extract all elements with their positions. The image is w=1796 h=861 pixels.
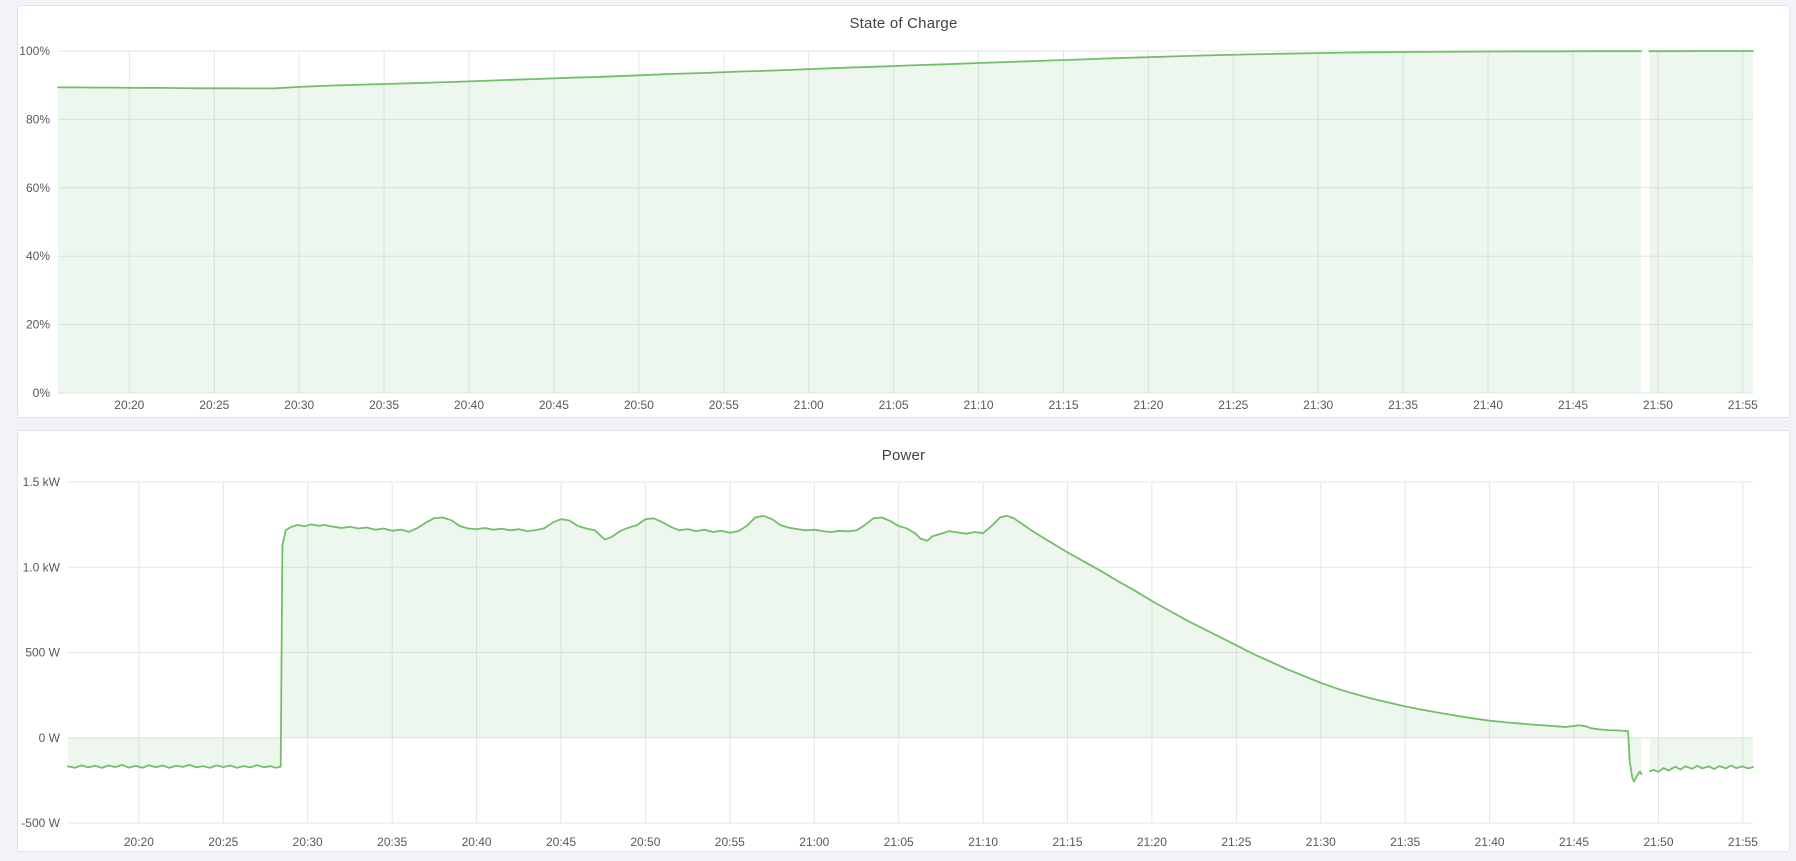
y-axis-tick-label: 60% [26, 181, 50, 195]
x-axis-tick-label: 21:55 [1728, 398, 1758, 412]
y-axis-tick-label: 80% [26, 112, 50, 126]
y-axis-tick-label: 1.5 kW [23, 475, 61, 489]
x-axis-tick-label: 21:20 [1137, 835, 1167, 849]
x-axis-tick-label: 20:25 [208, 835, 238, 849]
x-axis-tick-label: 21:15 [1052, 835, 1082, 849]
x-axis-tick-label: 21:25 [1221, 835, 1251, 849]
x-axis-tick-label: 21:10 [963, 398, 993, 412]
state-of-charge-chart-canvas[interactable]: 0% 20% 40% 60% 80% 100% 20:20 20:25 20:30 20:35 20… [18, 6, 1789, 417]
x-axis-tick-label: 21:45 [1558, 398, 1588, 412]
x-axis-tick-label: 21:35 [1388, 398, 1418, 412]
y-axis-tick-label: 100% [19, 44, 50, 58]
y-axis-tick-label: 500 W [25, 646, 60, 660]
x-axis-tick-label: 21:40 [1475, 835, 1505, 849]
x-axis-tick-label: 20:20 [114, 398, 144, 412]
x-axis-tick-label: 21:35 [1390, 835, 1420, 849]
x-axis-tick-label: 20:40 [462, 835, 492, 849]
panel-state-of-charge: State of Charge 0% 20% 40% 60% 80% 100% 20:20 2… [17, 5, 1790, 418]
x-axis-tick-label: 20:45 [546, 835, 576, 849]
series-area-fill [1649, 51, 1753, 393]
y-axis-tick-label: 40% [26, 249, 50, 263]
x-axis-tick-label: 21:00 [794, 398, 824, 412]
x-axis-tick-label: 21:50 [1643, 398, 1673, 412]
x-axis-tick-label: 21:05 [884, 835, 914, 849]
y-axis-tick-label: 0 W [39, 731, 61, 745]
x-axis-tick-label: 20:55 [709, 398, 739, 412]
x-axis-tick-label: 21:25 [1218, 398, 1248, 412]
x-axis-tick-label: 20:25 [199, 398, 229, 412]
x-axis-tick-label: 20:30 [284, 398, 314, 412]
x-axis-tick-label: 21:20 [1133, 398, 1163, 412]
x-axis-tick-label: 20:30 [293, 835, 323, 849]
x-axis-tick-label: 21:40 [1473, 398, 1503, 412]
panel-title-state-of-charge[interactable]: State of Charge [849, 15, 958, 32]
x-axis-tick-label: 21:10 [968, 835, 998, 849]
x-axis-tick-label: 20:40 [454, 398, 484, 412]
x-axis-tick-label: 20:45 [539, 398, 569, 412]
panel-power: Power -500 W 0 W 500 W 1.0 kW 1.5 kW 20:20 20:… [17, 430, 1790, 852]
series-area-fill [58, 51, 1641, 393]
y-axis-tick-label: 1.0 kW [23, 560, 61, 574]
x-axis-tick-label: 21:05 [879, 398, 909, 412]
series-line [1649, 764, 1754, 773]
x-axis-tick-label: 21:30 [1306, 835, 1336, 849]
x-axis-tick-label: 21:55 [1728, 835, 1758, 849]
y-axis-tick-label: 20% [26, 318, 50, 332]
x-axis-tick-label: 21:30 [1303, 398, 1333, 412]
x-axis-tick-label: 21:50 [1643, 835, 1673, 849]
x-axis-tick-label: 20:50 [630, 835, 660, 849]
series-area-fill [1650, 737, 1753, 772]
x-axis-tick-label: 21:15 [1048, 398, 1078, 412]
series-line [67, 514, 1643, 783]
y-axis-tick-label: 0% [33, 386, 51, 400]
y-axis-tick-label: -500 W [21, 816, 60, 830]
x-axis-tick-label: 20:35 [369, 398, 399, 412]
series-area-fill [68, 515, 1642, 782]
x-axis-tick-label: 20:35 [377, 835, 407, 849]
x-axis-tick-label: 21:00 [799, 835, 829, 849]
x-axis-tick-label: 20:50 [624, 398, 654, 412]
series-line [57, 50, 1642, 90]
x-axis-tick-label: 21:45 [1559, 835, 1589, 849]
x-axis-tick-label: 20:20 [124, 835, 154, 849]
panel-title-power[interactable]: Power [881, 447, 926, 464]
power-chart-canvas[interactable]: -500 W 0 W 500 W 1.0 kW 1.5 kW 20:20 20:25 20:3… [18, 431, 1789, 851]
x-axis-tick-label: 20:55 [715, 835, 745, 849]
